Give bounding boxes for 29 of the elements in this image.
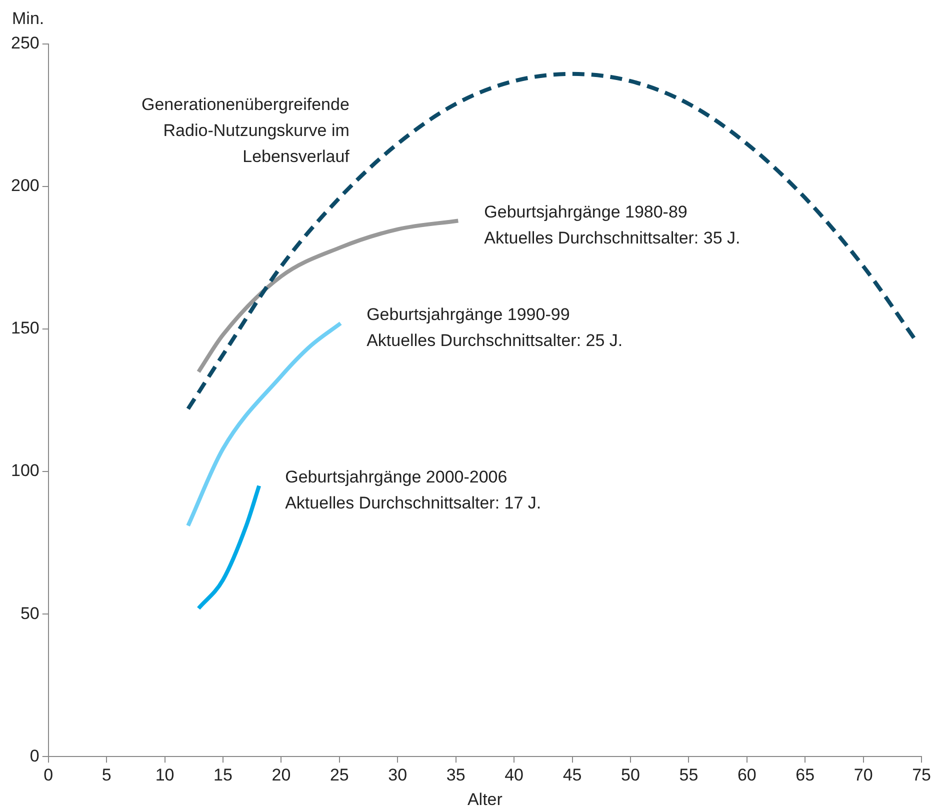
x-tick-label: 35 (446, 765, 466, 784)
x-tick-label: 15 (214, 765, 232, 784)
y-tick-label: 200 (10, 176, 40, 196)
y-tick-label: 250 (10, 34, 40, 53)
x-tick-label: 70 (854, 765, 873, 784)
x-tick-label: 5 (102, 765, 112, 784)
x-tick-label: 65 (796, 765, 815, 784)
series-label: Generationenübergreifende Radio-Nutzungskurve im Lebensverlauf (141, 94, 350, 166)
x-tick-label: 45 (562, 765, 582, 784)
y-tick-label: 50 (20, 604, 40, 623)
series-label: Geburtsjahrgänge 1980-89 Aktuelles Durchschnittsalter: 35 J. (484, 202, 740, 248)
x-tick-label: 55 (679, 765, 698, 784)
series-label: Geburtsjahrgänge 2000-2006 Aktuelles Durchschnittsalter: 17 J. (285, 468, 542, 512)
x-tick-label: 25 (330, 765, 349, 784)
y-tick-label: 150 (10, 318, 40, 338)
x-tick-label: 20 (272, 765, 291, 784)
x-tick-label: 30 (388, 765, 408, 784)
x-tick-label: 75 (912, 765, 932, 784)
x-axis-title: Alter (467, 790, 503, 810)
x-tick-label: 40 (504, 765, 524, 784)
y-axis-title: Min. (12, 9, 44, 28)
x-tick-label: 10 (155, 765, 174, 784)
x-tick-label: 0 (44, 765, 54, 784)
y-tick-label: 100 (10, 461, 40, 480)
series-label: Geburtsjahrgänge 1990-99 Aktuelles Durchschnittsalter: 25 J. (366, 305, 623, 350)
y-tick-label: 0 (30, 746, 40, 766)
line-series (196, 484, 262, 610)
x-tick-label: 50 (621, 765, 640, 784)
x-tick-label: 60 (737, 765, 756, 784)
